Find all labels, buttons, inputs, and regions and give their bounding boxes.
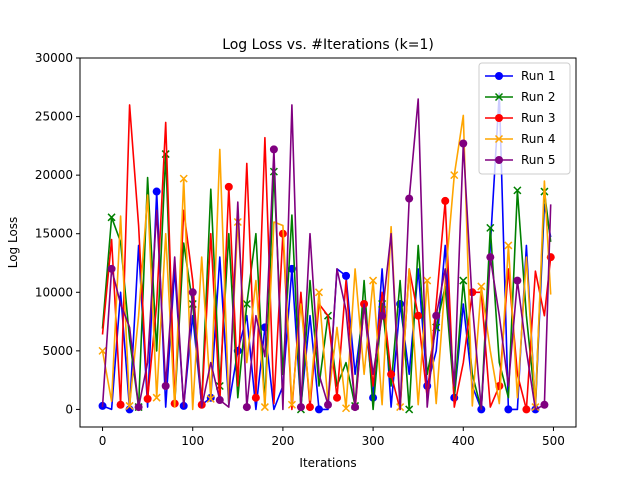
series-4-point [152, 393, 161, 402]
series-3-point [116, 400, 125, 409]
series-5-point [242, 403, 251, 412]
series-5-point [215, 396, 224, 405]
chart-title: Log Loss vs. #Iterations (k=1) [222, 37, 434, 53]
legend-item: Run 1 [485, 69, 555, 83]
series-4-point [342, 404, 351, 413]
legend-label: Run 4 [521, 132, 555, 146]
series-3-point [333, 393, 342, 402]
x-tick-label: 500 [542, 434, 565, 448]
x-axis: 0 100 200 300 400 500 [99, 427, 565, 448]
series-4-point [98, 346, 107, 355]
series-3-point [441, 196, 450, 205]
series-5-point [405, 194, 414, 203]
y-tick-label: 20000 [35, 168, 73, 182]
series-2-point [513, 186, 522, 195]
plot-lines [98, 92, 555, 414]
x-axis-label: Iterations [299, 456, 356, 470]
x-tick-label: 0 [99, 434, 107, 448]
y-axis-label: Log Loss [6, 217, 20, 269]
plot-frame [79, 57, 577, 428]
series-3-point [251, 393, 260, 402]
legend-label: Run 1 [521, 69, 555, 83]
series-4-point [477, 282, 486, 291]
series-2-point [107, 213, 116, 222]
series-4-point [450, 171, 459, 180]
series-5-point [351, 403, 360, 412]
series-5-point [513, 276, 522, 285]
y-tick-label: 10000 [35, 285, 73, 299]
series-3-point [387, 370, 396, 379]
legend: Run 1 Run 2 Run 3 Run 4 Run 5 [478, 62, 571, 175]
series-1-point [314, 405, 323, 414]
series-5 [101, 98, 552, 412]
series-5-point [432, 311, 441, 320]
legend-label: Run 3 [521, 111, 555, 125]
series-4-point [125, 401, 134, 410]
series-1-point [152, 187, 161, 196]
legend-item: Run 3 [485, 111, 555, 125]
series-1-point [342, 271, 351, 280]
series-5-point [540, 400, 549, 409]
x-tick-label: 100 [181, 434, 204, 448]
series-5-point [188, 288, 197, 297]
y-tick-label: 25000 [35, 110, 73, 124]
series-2-point [486, 223, 495, 232]
legend-label: Run 5 [521, 153, 555, 167]
series-3-point [143, 394, 152, 403]
x-tick-label: 200 [271, 434, 294, 448]
series-5-point [459, 139, 468, 148]
y-tick-label: 5000 [42, 344, 73, 358]
legend-marker [495, 156, 503, 164]
series-4-point [423, 276, 432, 285]
series-5-point [296, 403, 305, 412]
series-5-point [134, 403, 143, 412]
series-3-point [224, 182, 233, 191]
legend-item: Run 2 [485, 90, 555, 104]
legend-marker [495, 114, 503, 122]
series-3-point [305, 403, 314, 412]
series-4-point [206, 394, 215, 403]
y-axis: 0 5000 10000 15000 20000 25000 30000 [35, 51, 80, 416]
legend-marker [494, 92, 504, 102]
series-5-point [486, 253, 495, 262]
legend-label: Run 2 [521, 90, 555, 104]
series-4-point [504, 241, 513, 250]
series-4-point [287, 400, 296, 409]
legend-marker [494, 134, 504, 144]
series-4-point [233, 217, 242, 227]
series-3-point [522, 405, 531, 414]
series-2-point [459, 276, 468, 285]
legend-item: Run 4 [485, 132, 555, 146]
y-tick-label: 0 [65, 402, 73, 416]
x-tick-label: 400 [452, 434, 475, 448]
series-4-point [260, 403, 269, 412]
legend-box [478, 62, 571, 175]
series-4-point [314, 288, 324, 297]
series-5-point [107, 264, 116, 273]
series-5-point [324, 400, 332, 409]
series-5-point [269, 145, 278, 154]
legend-marker [495, 72, 503, 80]
series-1-point [369, 393, 378, 402]
legend-item: Run 5 [485, 153, 555, 167]
series-2-point [405, 405, 414, 414]
series-2-point [242, 299, 251, 309]
series-4-point [179, 174, 188, 183]
y-tick-label: 30000 [35, 51, 73, 65]
y-tick-label: 15000 [35, 227, 73, 241]
series-3-point [414, 311, 423, 320]
series-1-point [504, 405, 513, 414]
x-tick-label: 300 [362, 434, 385, 448]
series-5-point [378, 311, 387, 320]
series-4-point [369, 276, 378, 285]
series-5-point [161, 382, 170, 390]
